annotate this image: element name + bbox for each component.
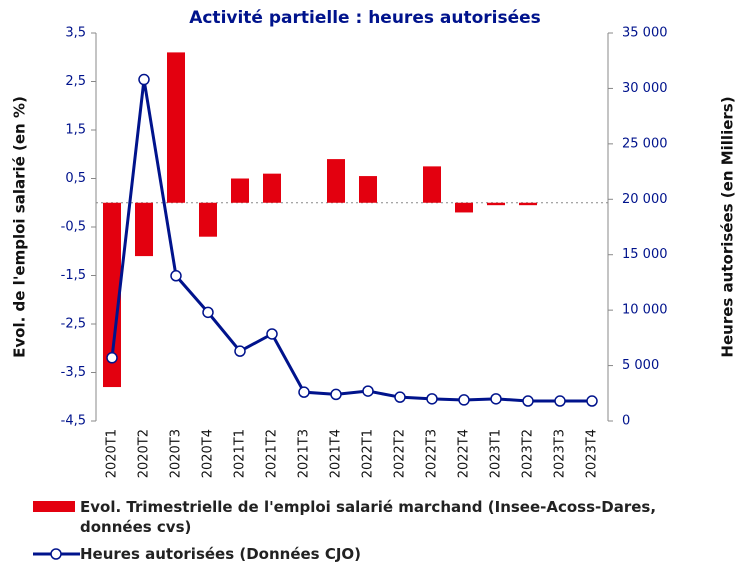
- y-tick-label: -4,5: [61, 414, 86, 429]
- y2-tick-label: 30 000: [622, 81, 668, 96]
- marker: [106, 352, 118, 364]
- marker: [266, 328, 278, 340]
- y2-tick-label: 5 000: [622, 358, 659, 373]
- line: [110, 79, 592, 403]
- marker: [394, 391, 406, 403]
- legend-marker: [50, 548, 62, 560]
- y-axis-label: Evol. de l'emploi salarié (en %): [11, 96, 29, 358]
- y2-tick-label: 0: [622, 414, 630, 429]
- marker: [490, 393, 502, 405]
- x-tick-label: 2021T4: [329, 429, 344, 478]
- x-tick-label: 2020T4: [201, 429, 216, 478]
- bar: [263, 173, 281, 203]
- y-tick-label: -0,5: [61, 220, 86, 235]
- y-tick-label: 3,5: [65, 26, 86, 41]
- x-tick-label: 2022T2: [393, 429, 408, 478]
- y-tick-label: -1,5: [61, 268, 86, 283]
- bar: [167, 52, 185, 203]
- marker: [234, 345, 246, 357]
- bar: [199, 202, 217, 237]
- y2-tick-label: 25 000: [622, 136, 668, 151]
- y-tick-label: 2,5: [65, 74, 86, 89]
- y2-tick-label: 10 000: [622, 303, 668, 318]
- y2-axis-label: Heures autorisées (en Milliers): [719, 96, 737, 357]
- bar: [231, 178, 249, 203]
- chart-title: Activité partielle : heures autorisées: [189, 8, 541, 28]
- y-tick-label: 0,5: [65, 171, 86, 186]
- legend-entry: Heures autorisées (Données CJO): [80, 545, 362, 563]
- x-tick-label: 2021T3: [297, 429, 312, 478]
- y-tick-label: -3,5: [61, 365, 86, 380]
- x-tick-label: 2023T1: [489, 429, 504, 478]
- x-tick-label: 2020T2: [137, 429, 152, 478]
- marker: [458, 394, 470, 406]
- bar: [359, 176, 377, 203]
- x-tick-label: 2023T3: [553, 429, 568, 478]
- bar: [327, 159, 345, 203]
- y-tick-label: 1,5: [65, 123, 86, 138]
- bar: [455, 202, 473, 213]
- bar: [487, 202, 505, 206]
- legend-entry: Evol. Trimestrielle de l'emploi salarié …: [80, 498, 657, 536]
- marker: [522, 395, 534, 407]
- bar: [423, 166, 441, 203]
- x-tick-label: 2022T3: [425, 429, 440, 478]
- marker: [586, 395, 598, 407]
- marker: [202, 306, 214, 319]
- x-tick-label: 2020T3: [169, 429, 184, 478]
- x-tick-label: 2021T2: [265, 429, 280, 478]
- x-tick-label: 2023T4: [585, 429, 600, 478]
- y-tick-label: -2,5: [61, 317, 86, 332]
- y2-tick-label: 35 000: [622, 26, 668, 41]
- x-tick-label: 2021T1: [233, 429, 248, 478]
- bar: [135, 202, 153, 257]
- legend-swatch-bar: [33, 501, 75, 512]
- y2-tick-label: 15 000: [622, 247, 668, 262]
- marker: [426, 393, 438, 405]
- bar: [103, 202, 121, 388]
- x-tick-label: 2020T1: [105, 429, 120, 478]
- x-tick-label: 2022T1: [361, 429, 376, 478]
- y2-tick-label: 20 000: [622, 192, 668, 207]
- marker: [170, 270, 182, 282]
- marker: [298, 386, 310, 398]
- x-tick-label: 2023T2: [521, 429, 536, 478]
- marker: [362, 385, 374, 397]
- bar: [519, 202, 537, 206]
- x-tick-label: 2022T4: [457, 429, 472, 478]
- marker: [330, 388, 342, 401]
- marker: [554, 395, 566, 407]
- marker: [138, 73, 150, 86]
